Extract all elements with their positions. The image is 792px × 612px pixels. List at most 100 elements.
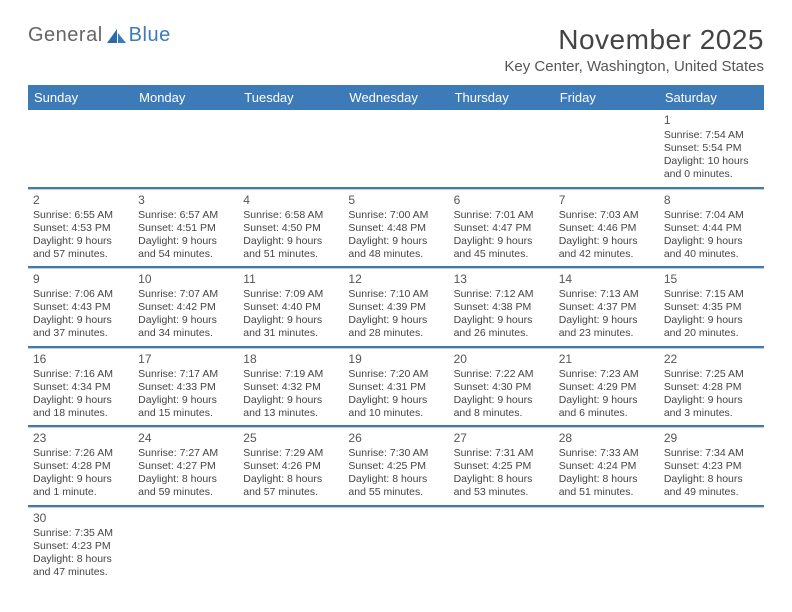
daylight-text: and 51 minutes.: [559, 486, 654, 499]
daylight-text: Daylight: 9 hours: [243, 235, 338, 248]
daylight-text: Daylight: 9 hours: [33, 394, 128, 407]
day-cell: 1Sunrise: 7:54 AMSunset: 5:54 PMDaylight…: [659, 110, 764, 187]
sunrise-text: Sunrise: 7:30 AM: [348, 447, 443, 460]
sunset-text: Sunset: 4:48 PM: [348, 222, 443, 235]
sunrise-text: Sunrise: 7:01 AM: [454, 209, 549, 222]
sunrise-text: Sunrise: 7:04 AM: [664, 209, 759, 222]
daylight-text: and 10 minutes.: [348, 407, 443, 420]
daylight-text: Daylight: 9 hours: [138, 314, 233, 327]
sunrise-text: Sunrise: 7:20 AM: [348, 368, 443, 381]
dayname-row: SundayMondayTuesdayWednesdayThursdayFrid…: [28, 85, 764, 110]
sunset-text: Sunset: 4:53 PM: [33, 222, 128, 235]
daylight-text: and 57 minutes.: [243, 486, 338, 499]
daylight-text: and 47 minutes.: [33, 566, 128, 579]
sunrise-text: Sunrise: 7:00 AM: [348, 209, 443, 222]
daylight-text: Daylight: 8 hours: [138, 473, 233, 486]
sunset-text: Sunset: 4:44 PM: [664, 222, 759, 235]
day-cell: 27Sunrise: 7:31 AMSunset: 4:25 PMDayligh…: [449, 427, 554, 505]
sunset-text: Sunset: 4:23 PM: [664, 460, 759, 473]
sunrise-text: Sunrise: 7:34 AM: [664, 447, 759, 460]
sunrise-text: Sunrise: 7:25 AM: [664, 368, 759, 381]
day-cell: 16Sunrise: 7:16 AMSunset: 4:34 PMDayligh…: [28, 348, 133, 426]
day-cell: 18Sunrise: 7:19 AMSunset: 4:32 PMDayligh…: [238, 348, 343, 426]
day-number: 15: [664, 272, 759, 287]
day-number: 17: [138, 352, 233, 367]
sunrise-text: Sunrise: 7:23 AM: [559, 368, 654, 381]
day-number: 3: [138, 193, 233, 208]
day-cell: [28, 110, 133, 187]
sunset-text: Sunset: 4:28 PM: [664, 381, 759, 394]
sunset-text: Sunset: 4:40 PM: [243, 301, 338, 314]
day-cell: [238, 110, 343, 187]
day-cell: 3Sunrise: 6:57 AMSunset: 4:51 PMDaylight…: [133, 189, 238, 267]
day-number: 18: [243, 352, 338, 367]
daylight-text: Daylight: 9 hours: [348, 314, 443, 327]
daylight-text: Daylight: 9 hours: [664, 314, 759, 327]
sunrise-text: Sunrise: 7:35 AM: [33, 527, 128, 540]
daylight-text: and 51 minutes.: [243, 248, 338, 261]
day-number: 24: [138, 431, 233, 446]
day-cell: 25Sunrise: 7:29 AMSunset: 4:26 PMDayligh…: [238, 427, 343, 505]
day-number: 2: [33, 193, 128, 208]
sunrise-text: Sunrise: 7:27 AM: [138, 447, 233, 460]
dayname: Friday: [554, 85, 659, 110]
dayname: Saturday: [659, 85, 764, 110]
day-cell: [343, 110, 448, 187]
sunset-text: Sunset: 4:23 PM: [33, 540, 128, 553]
day-cell: 6Sunrise: 7:01 AMSunset: 4:47 PMDaylight…: [449, 189, 554, 267]
day-cell: 11Sunrise: 7:09 AMSunset: 4:40 PMDayligh…: [238, 268, 343, 346]
sunset-text: Sunset: 4:51 PM: [138, 222, 233, 235]
daylight-text: and 45 minutes.: [454, 248, 549, 261]
title-block: November 2025 Key Center, Washington, Un…: [504, 24, 764, 75]
daylight-text: Daylight: 8 hours: [559, 473, 654, 486]
day-cell: 12Sunrise: 7:10 AMSunset: 4:39 PMDayligh…: [343, 268, 448, 346]
sunset-text: Sunset: 4:42 PM: [138, 301, 233, 314]
week-row: 9Sunrise: 7:06 AMSunset: 4:43 PMDaylight…: [28, 268, 764, 348]
sunrise-text: Sunrise: 7:29 AM: [243, 447, 338, 460]
day-number: 19: [348, 352, 443, 367]
daylight-text: and 34 minutes.: [138, 327, 233, 340]
day-cell: 26Sunrise: 7:30 AMSunset: 4:25 PMDayligh…: [343, 427, 448, 505]
logo-text-2: Blue: [129, 24, 171, 47]
sunrise-text: Sunrise: 7:12 AM: [454, 288, 549, 301]
daylight-text: and 57 minutes.: [33, 248, 128, 261]
day-cell: 15Sunrise: 7:15 AMSunset: 4:35 PMDayligh…: [659, 268, 764, 346]
daylight-text: and 55 minutes.: [348, 486, 443, 499]
day-cell: 30Sunrise: 7:35 AMSunset: 4:23 PMDayligh…: [28, 507, 133, 585]
day-number: 29: [664, 431, 759, 446]
day-cell: 20Sunrise: 7:22 AMSunset: 4:30 PMDayligh…: [449, 348, 554, 426]
week-row: 16Sunrise: 7:16 AMSunset: 4:34 PMDayligh…: [28, 348, 764, 428]
sunset-text: Sunset: 4:47 PM: [454, 222, 549, 235]
day-cell: 24Sunrise: 7:27 AMSunset: 4:27 PMDayligh…: [133, 427, 238, 505]
daylight-text: Daylight: 10 hours: [664, 155, 759, 168]
day-number: 14: [559, 272, 654, 287]
day-number: 10: [138, 272, 233, 287]
day-cell: 29Sunrise: 7:34 AMSunset: 4:23 PMDayligh…: [659, 427, 764, 505]
sunrise-text: Sunrise: 7:15 AM: [664, 288, 759, 301]
sunset-text: Sunset: 4:46 PM: [559, 222, 654, 235]
day-cell: 2Sunrise: 6:55 AMSunset: 4:53 PMDaylight…: [28, 189, 133, 267]
sail-icon: [105, 27, 127, 45]
sunrise-text: Sunrise: 7:54 AM: [664, 129, 759, 142]
day-cell: [449, 507, 554, 585]
day-cell: 13Sunrise: 7:12 AMSunset: 4:38 PMDayligh…: [449, 268, 554, 346]
day-cell: 22Sunrise: 7:25 AMSunset: 4:28 PMDayligh…: [659, 348, 764, 426]
logo: General Blue: [28, 24, 171, 47]
dayname: Thursday: [449, 85, 554, 110]
week-row: 23Sunrise: 7:26 AMSunset: 4:28 PMDayligh…: [28, 427, 764, 507]
daylight-text: Daylight: 8 hours: [243, 473, 338, 486]
daylight-text: and 0 minutes.: [664, 168, 759, 181]
sunrise-text: Sunrise: 7:03 AM: [559, 209, 654, 222]
daylight-text: and 49 minutes.: [664, 486, 759, 499]
sunrise-text: Sunrise: 6:58 AM: [243, 209, 338, 222]
sunset-text: Sunset: 4:28 PM: [33, 460, 128, 473]
daylight-text: and 59 minutes.: [138, 486, 233, 499]
day-cell: [659, 507, 764, 585]
dayname: Sunday: [28, 85, 133, 110]
day-number: 30: [33, 511, 128, 526]
daylight-text: Daylight: 9 hours: [243, 314, 338, 327]
sunrise-text: Sunrise: 7:33 AM: [559, 447, 654, 460]
day-number: 13: [454, 272, 549, 287]
day-cell: 10Sunrise: 7:07 AMSunset: 4:42 PMDayligh…: [133, 268, 238, 346]
sunrise-text: Sunrise: 7:07 AM: [138, 288, 233, 301]
